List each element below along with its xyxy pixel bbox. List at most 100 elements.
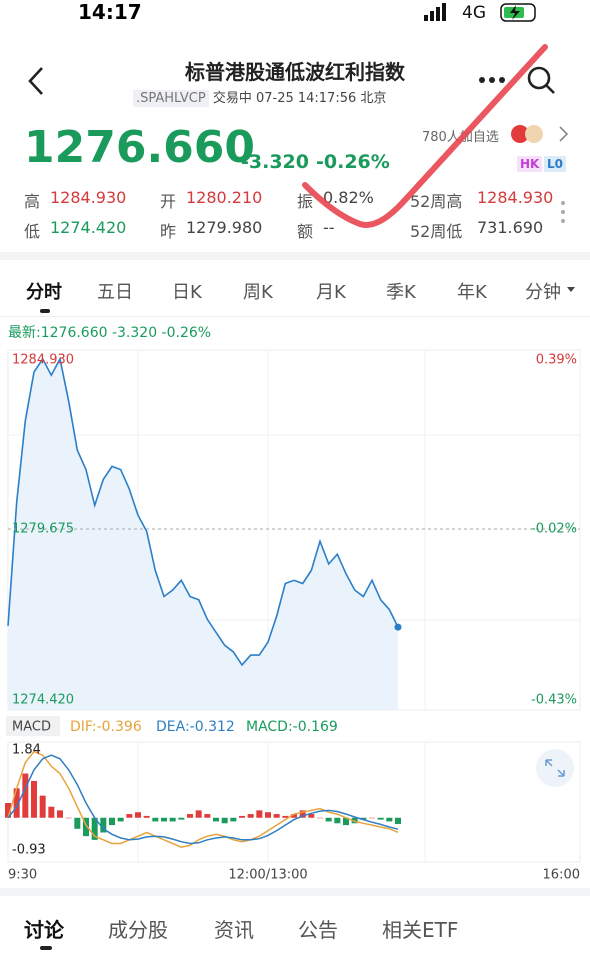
tab[interactable]: 分钟 <box>525 282 561 303</box>
macd-bar <box>369 817 375 819</box>
macd-bar <box>317 817 323 819</box>
expand-button[interactable] <box>536 749 574 787</box>
macd-bar <box>109 817 115 826</box>
macd-bar <box>291 814 297 818</box>
bottom-tab[interactable]: 相关ETF <box>382 918 459 942</box>
legend-entry: DIF:-0.396 <box>70 719 142 735</box>
stat-value: 1280.210 <box>186 188 263 207</box>
tab[interactable]: 日K <box>172 282 202 303</box>
price-line <box>7 356 399 667</box>
macd-bar <box>178 817 185 820</box>
macd-bar <box>282 815 289 818</box>
tab[interactable]: 周K <box>243 282 273 303</box>
macd-bar <box>273 814 280 818</box>
y2-tick-label: 0.39% <box>536 353 577 368</box>
macd-bar <box>230 817 237 822</box>
macd-bar <box>377 817 384 820</box>
macd-bar <box>117 817 124 822</box>
macd-bar <box>334 817 341 824</box>
divider <box>0 316 590 317</box>
macd-bar <box>39 795 46 818</box>
y-tick-label: 1.84 <box>12 743 41 758</box>
macd-title: MACD <box>12 720 51 735</box>
stat-label: 昨 <box>160 222 177 241</box>
macd-bar <box>169 817 176 822</box>
macd-bar <box>135 812 141 818</box>
macd-bar <box>247 814 254 818</box>
dropdown-caret <box>567 287 575 292</box>
x-tick-label: 9:30 <box>8 868 37 883</box>
macd-bar <box>360 817 367 820</box>
macd-bar <box>126 814 133 818</box>
time: 14:17 <box>78 0 142 24</box>
x-tick-label: 16:00 <box>543 868 580 883</box>
y-tick-label: -0.93 <box>12 843 46 858</box>
bottom-tab[interactable]: 公告 <box>298 918 338 942</box>
divider <box>0 252 590 260</box>
macd-bar <box>31 780 37 818</box>
tab[interactable]: 月K <box>316 282 346 303</box>
stat-value: 1279.980 <box>186 218 263 237</box>
macd-bar <box>187 814 193 818</box>
bottom-tab[interactable]: 讨论 <box>24 918 64 942</box>
macd-bar <box>195 810 202 818</box>
macd-bar <box>5 803 11 818</box>
legend-entry: MACD:-0.169 <box>246 719 338 735</box>
y-tick-label: 1274.420 <box>12 693 74 708</box>
macd-bar <box>351 817 358 824</box>
stat-value: 1284.930 <box>50 188 127 207</box>
macd-bar <box>343 817 349 826</box>
macd-bar <box>22 773 29 818</box>
macd-bar <box>256 810 263 818</box>
macd-bar <box>161 817 167 822</box>
legend-entry: DEA:-0.312 <box>156 719 235 735</box>
tab[interactable]: 季K <box>386 282 416 303</box>
macd-bar <box>204 814 211 818</box>
back-button[interactable] <box>22 64 52 98</box>
macd-bar <box>386 817 393 822</box>
last-point <box>394 623 402 631</box>
bottom-tab[interactable]: 资讯 <box>214 918 254 942</box>
macd-bar <box>325 817 332 822</box>
x-tick-label: 12:00/13:00 <box>228 868 307 883</box>
macd-bar <box>91 817 98 840</box>
stats-more[interactable] <box>558 198 568 228</box>
tab-indicator <box>40 946 52 950</box>
badge-l0: L0 <box>544 156 566 172</box>
price-area <box>8 359 398 710</box>
macd-bar <box>74 817 81 829</box>
bottom-tab[interactable]: 成分股 <box>108 918 168 942</box>
macd-bar <box>308 814 315 818</box>
tab[interactable]: 分时 <box>26 282 62 303</box>
macd-bar <box>65 817 72 819</box>
macd-bar <box>213 817 219 822</box>
change: -3.320 <box>241 151 309 173</box>
macd-bar <box>83 817 89 837</box>
expand-icon <box>545 759 565 777</box>
y-tick-label: 1279.675 <box>12 522 74 537</box>
network: 4G <box>462 3 486 23</box>
tab[interactable]: 年K <box>457 282 487 303</box>
macd-bar <box>265 812 271 818</box>
code: .SPAHLVCP <box>133 90 209 107</box>
y-tick-label: 1284.930 <box>12 353 74 368</box>
macd-title-bg <box>6 716 60 736</box>
stat-label: 开 <box>160 192 177 211</box>
macd-bar <box>57 810 63 818</box>
status-icons: 4G <box>424 3 536 23</box>
macd-bar <box>48 806 55 818</box>
divider <box>0 888 590 896</box>
y2-tick-label: -0.02% <box>531 522 577 537</box>
macd-bar <box>221 817 228 824</box>
tab[interactable]: 五日 <box>97 282 133 303</box>
macd-bar <box>395 817 401 824</box>
tab-indicator <box>40 309 50 313</box>
macd-bar <box>152 817 159 822</box>
macd-bar <box>13 788 20 818</box>
macd-line <box>7 750 399 848</box>
macd-bar <box>100 817 107 833</box>
chart: 最新:1276.660 -3.320 -0.26% 1284.930 1279.67… <box>5 325 581 883</box>
macd-bar <box>239 815 245 818</box>
stat-label: 高 <box>24 192 41 211</box>
